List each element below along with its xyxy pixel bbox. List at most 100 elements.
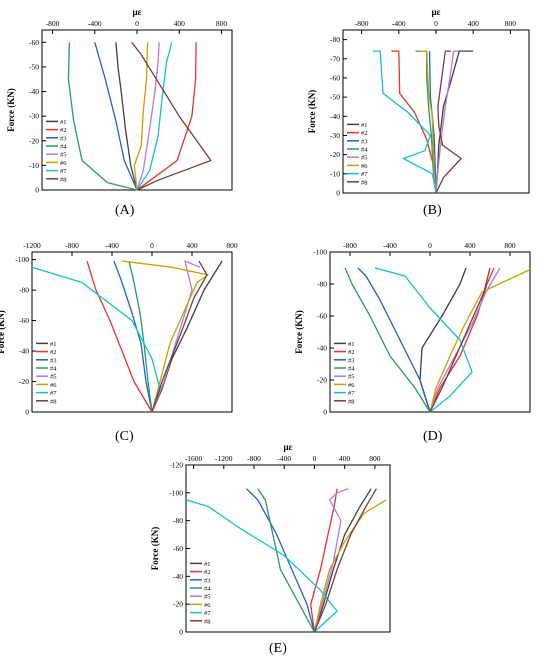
y-tick-label: -40 <box>173 572 183 581</box>
legend-label: #5 <box>50 374 57 381</box>
legend-label: #2 <box>60 127 67 134</box>
y-tick-label: -50 <box>330 93 340 102</box>
legend-label: #7 <box>348 390 355 397</box>
y-tick-label: -70 <box>330 54 340 63</box>
legend-label: #7 <box>204 610 211 617</box>
x-tick-label: 0 <box>313 454 317 463</box>
chart-panel-5: -1600 -1200 -800 -400 0 400 800-120-100-80-60-… <box>150 442 391 637</box>
series-line-4 <box>128 260 153 413</box>
y-tick-label: 0 <box>336 189 340 198</box>
y-tick-label: -30 <box>330 131 340 140</box>
x-tick-label: 800 <box>226 241 238 250</box>
y-tick-label: -80 <box>317 280 327 289</box>
legend-label: #3 <box>50 357 57 364</box>
x-tick-label: 800 <box>505 19 517 28</box>
plot-frame <box>342 29 530 194</box>
x-tick-label: 800 <box>216 19 228 28</box>
legend-label: #6 <box>204 602 211 609</box>
chart-panel-2: -800 -400 0 400 800 -80 -70 -60 -50 -40 -30 -20 -10 0… <box>307 7 530 198</box>
y-tick-label: -80 <box>19 286 29 295</box>
x-tick-label: 400 <box>468 19 480 28</box>
y-tick-label: 0 <box>179 628 183 637</box>
x-tick-label: 400 <box>339 454 351 463</box>
series-line-3 <box>357 267 431 413</box>
y-tick-label: -10 <box>29 161 39 170</box>
x-tick-label: -800 <box>65 241 79 250</box>
legend-label: #5 <box>348 374 355 381</box>
y-tick-label: -20 <box>29 136 39 145</box>
x-axis-title: με <box>133 7 142 17</box>
series-line-7 <box>374 267 473 413</box>
x-tick-label: -400 <box>277 454 291 463</box>
y-tick-label: -20 <box>19 377 29 386</box>
x-tick-label: 800 <box>369 454 381 463</box>
panel-label-a: (A) <box>115 203 135 218</box>
legend-label: #4 <box>204 586 211 593</box>
panel-label-e: (E) <box>269 641 287 656</box>
y-tick-label: -100 <box>313 248 327 257</box>
y-axis-title: Force (KN) <box>0 310 6 354</box>
x-tick-label: 400 <box>174 19 186 28</box>
series-line-6 <box>313 499 387 633</box>
y-tick-label: 0 <box>323 408 327 417</box>
series-line-5 <box>435 50 460 194</box>
legend-label: #2 <box>204 569 211 576</box>
series-line-5 <box>313 488 349 633</box>
x-tick-label: -1200 <box>23 241 41 250</box>
series-line-4 <box>67 42 138 191</box>
legend-label: #8 <box>60 176 67 183</box>
series-line-6 <box>121 260 209 413</box>
legend-label: #8 <box>348 398 355 405</box>
y-tick-label: 0 <box>25 408 29 417</box>
series-line-2 <box>429 267 495 413</box>
series-line-1 <box>435 50 474 194</box>
x-axis-title: με <box>432 7 441 17</box>
series-line-8 <box>151 260 208 413</box>
x-tick-label: 400 <box>186 241 198 250</box>
x-tick-label: 400 <box>464 241 476 250</box>
y-tick-label: -30 <box>29 112 39 121</box>
legend-label: #2 <box>50 349 57 356</box>
y-tick-label: -120 <box>169 461 183 470</box>
legend-label: #3 <box>348 357 355 364</box>
plot-frame <box>185 464 391 633</box>
legend-label: #5 <box>204 594 211 601</box>
series-line-6 <box>133 42 149 191</box>
series-line-3 <box>245 488 316 633</box>
legend-label: #8 <box>50 398 57 405</box>
legend-label: #6 <box>361 163 368 170</box>
plot-frame <box>329 251 531 413</box>
y-tick-label: -40 <box>29 87 39 96</box>
y-axis-title: Force (KN) <box>294 310 304 354</box>
y-tick-label: -40 <box>317 344 327 353</box>
legend-label: #6 <box>50 382 57 389</box>
legend-label: #7 <box>361 171 368 178</box>
y-tick-label: -10 <box>330 169 340 178</box>
y-tick-label: 0 <box>35 186 39 195</box>
legend-label: #4 <box>60 144 67 151</box>
legend-label: #7 <box>60 168 67 175</box>
series-line-7 <box>136 42 173 191</box>
legend-label: #6 <box>348 382 355 389</box>
series-line-6 <box>429 269 531 413</box>
x-tick-label: 0 <box>135 19 139 28</box>
legend-label: #4 <box>361 147 368 154</box>
legend-label: #5 <box>60 152 67 159</box>
series-line-7 <box>372 50 437 194</box>
legend-label: #1 <box>60 119 67 126</box>
y-tick-label: -50 <box>29 62 39 71</box>
legend-label: #4 <box>50 366 57 373</box>
legend-label: #5 <box>361 155 368 162</box>
series-line-5 <box>151 260 201 413</box>
legend-label: #1 <box>204 561 211 568</box>
legend-label: #1 <box>361 122 368 129</box>
x-tick-label: -400 <box>383 241 397 250</box>
x-tick-label: -800 <box>343 241 357 250</box>
x-tick-label: 0 <box>434 19 438 28</box>
x-tick-label: 0 <box>150 241 154 250</box>
x-tick-label: 0 <box>428 241 432 250</box>
x-tick-label: -1600 <box>185 454 203 463</box>
x-tick-label: -400 <box>105 241 119 250</box>
y-tick-label: -20 <box>330 150 340 159</box>
